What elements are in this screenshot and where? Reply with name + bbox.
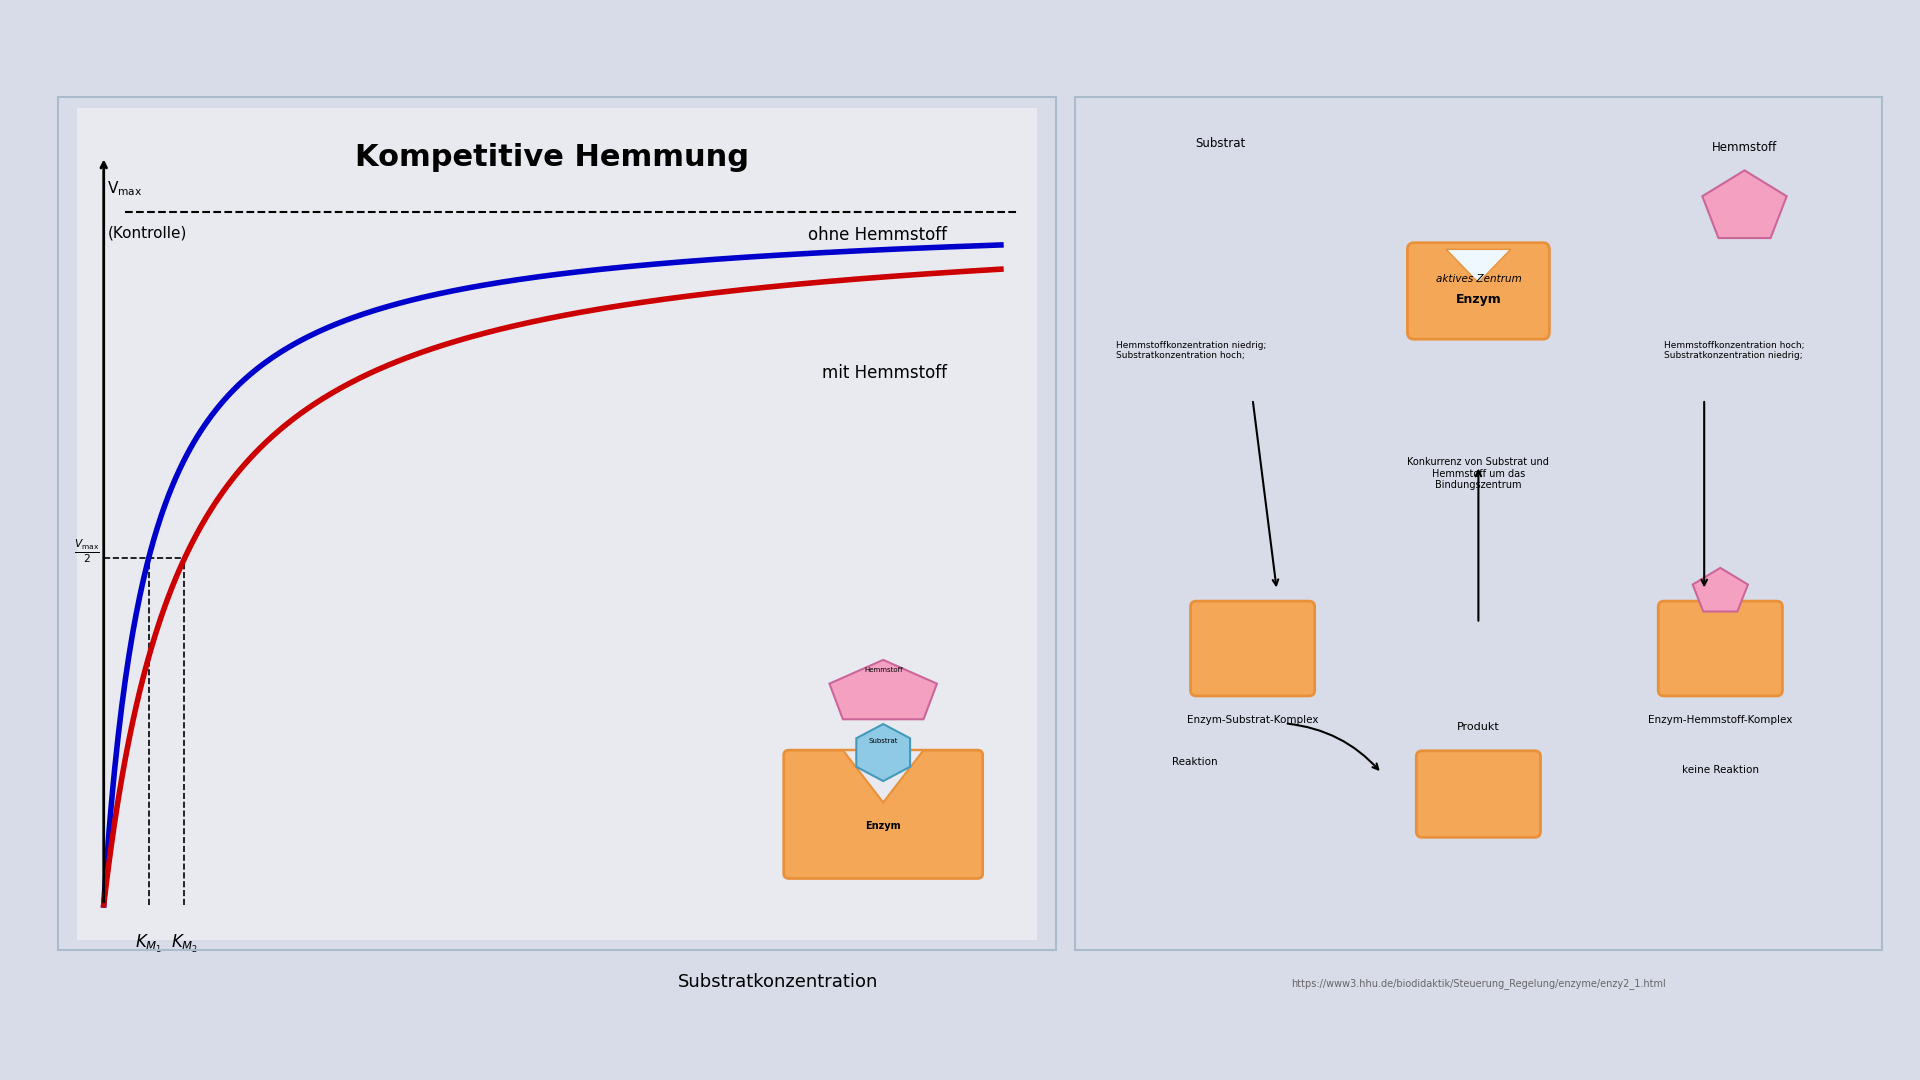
Polygon shape xyxy=(1703,171,1788,238)
Text: $K_{M_2}$: $K_{M_2}$ xyxy=(171,933,198,955)
Text: Enzym: Enzym xyxy=(1455,293,1501,306)
Text: Hemmstoffkonzentration niedrig;
Substratkonzentration hoch;: Hemmstoffkonzentration niedrig; Substrat… xyxy=(1116,341,1265,361)
Text: Produkt: Produkt xyxy=(1457,721,1500,732)
Text: Hemmstoff: Hemmstoff xyxy=(864,667,902,673)
Polygon shape xyxy=(829,660,937,719)
FancyBboxPatch shape xyxy=(1190,602,1315,696)
FancyBboxPatch shape xyxy=(1659,602,1782,696)
Text: $K_{M_1}$: $K_{M_1}$ xyxy=(134,933,163,955)
Text: Hemmstoffkonzentration hoch;
Substratkonzentration niedrig;: Hemmstoffkonzentration hoch; Substratkon… xyxy=(1665,341,1805,361)
FancyBboxPatch shape xyxy=(1417,751,1540,837)
Polygon shape xyxy=(856,724,910,781)
Text: aktives Zentrum: aktives Zentrum xyxy=(1436,274,1521,284)
Polygon shape xyxy=(843,751,924,802)
Polygon shape xyxy=(1446,249,1511,283)
Text: Kompetitive Hemmung: Kompetitive Hemmung xyxy=(355,143,749,172)
Text: Substrat: Substrat xyxy=(868,739,899,744)
Text: Enzym-Hemmstoff-Komplex: Enzym-Hemmstoff-Komplex xyxy=(1647,715,1793,725)
Polygon shape xyxy=(1693,568,1747,611)
Text: keine Reaktion: keine Reaktion xyxy=(1682,765,1759,775)
FancyBboxPatch shape xyxy=(1407,243,1549,339)
Text: (Kontrolle): (Kontrolle) xyxy=(108,226,186,241)
Text: Substrat: Substrat xyxy=(1196,136,1246,149)
Text: Enzym-Substrat-Komplex: Enzym-Substrat-Komplex xyxy=(1187,715,1319,725)
Text: mit Hemmstoff: mit Hemmstoff xyxy=(822,364,947,382)
FancyBboxPatch shape xyxy=(783,751,983,878)
Text: $\frac{V_{\rm max}}{2}$: $\frac{V_{\rm max}}{2}$ xyxy=(75,538,100,565)
Text: https://www3.hhu.de/biodidaktik/Steuerung_Regelung/enzyme/enzy2_1.html: https://www3.hhu.de/biodidaktik/Steuerun… xyxy=(1290,978,1667,989)
Text: ohne Hemmstoff: ohne Hemmstoff xyxy=(808,226,947,244)
Text: V$_{\rm max}$: V$_{\rm max}$ xyxy=(108,179,142,198)
Text: Enzym: Enzym xyxy=(866,821,900,832)
Text: Substratkonzentration: Substratkonzentration xyxy=(678,973,877,990)
Text: Hemmstoff: Hemmstoff xyxy=(1713,140,1778,153)
Text: Konkurrenz von Substrat und
Hemmstoff um das
Bindungszentrum: Konkurrenz von Substrat und Hemmstoff um… xyxy=(1407,457,1549,490)
Text: Reaktion: Reaktion xyxy=(1171,757,1217,767)
